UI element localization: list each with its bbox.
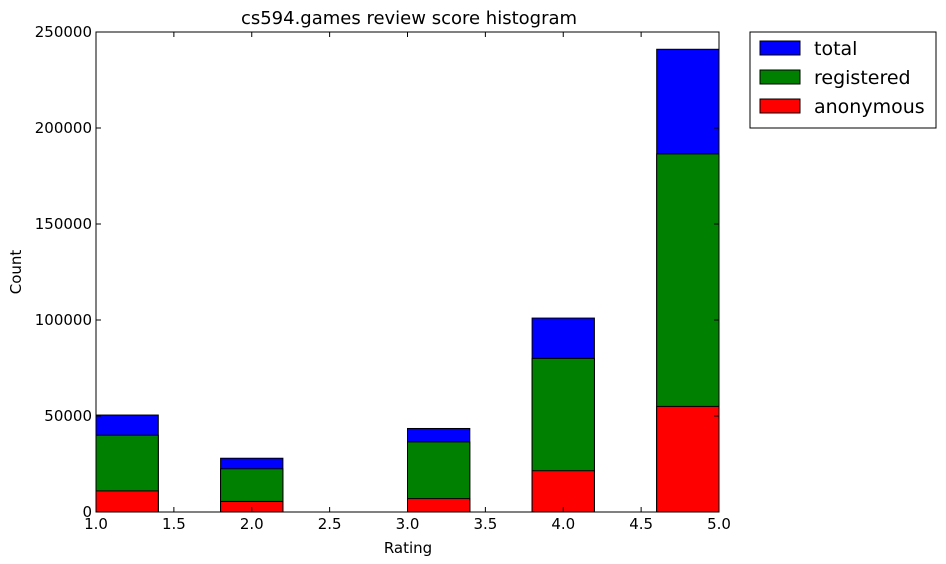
legend-label-anonymous: anonymous — [814, 96, 925, 118]
bars-layer — [95, 48, 720, 513]
x-tick-label: 2.5 — [318, 515, 342, 533]
x-axis-label: Rating — [384, 539, 432, 557]
y-tick-label: 0 — [82, 503, 92, 521]
bar-anonymous-5 — [656, 405, 720, 513]
x-tick-label: 4.0 — [551, 515, 575, 533]
bar-anonymous-4 — [531, 470, 595, 513]
x-tick-label: 1.5 — [162, 515, 186, 533]
y-tick-label: 100000 — [35, 311, 92, 329]
legend-label-registered: registered — [814, 67, 911, 89]
bar-anonymous-1 — [95, 490, 159, 513]
x-tick-label: 1.0 — [84, 515, 108, 533]
x-tick-label: 5.0 — [707, 515, 731, 533]
x-tick-label: 3.5 — [473, 515, 497, 533]
legend: total registered anonymous — [749, 31, 937, 129]
chart-title: cs594.games review score histogram — [241, 8, 577, 29]
legend-swatch-total — [759, 40, 801, 56]
legend-swatch-registered — [759, 69, 801, 85]
x-tick-label: 4.5 — [629, 515, 653, 533]
y-tick-label: 250000 — [35, 23, 92, 41]
ticks-layer: 1.0 1.5 2.0 2.5 3.0 3.5 4.0 4.5 5.0 0 50000 100000 1… — [35, 23, 731, 533]
y-tick-label: 150000 — [35, 215, 92, 233]
x-tick-label: 3.0 — [396, 515, 420, 533]
legend-label-total: total — [814, 38, 857, 60]
y-tick-label: 200000 — [35, 119, 92, 137]
bar-anonymous-3 — [407, 498, 471, 513]
x-tick-label: 2.0 — [240, 515, 264, 533]
legend-swatch-anonymous — [759, 98, 801, 114]
y-axis-label: Count — [7, 250, 25, 295]
y-tick-label: 50000 — [44, 407, 92, 425]
